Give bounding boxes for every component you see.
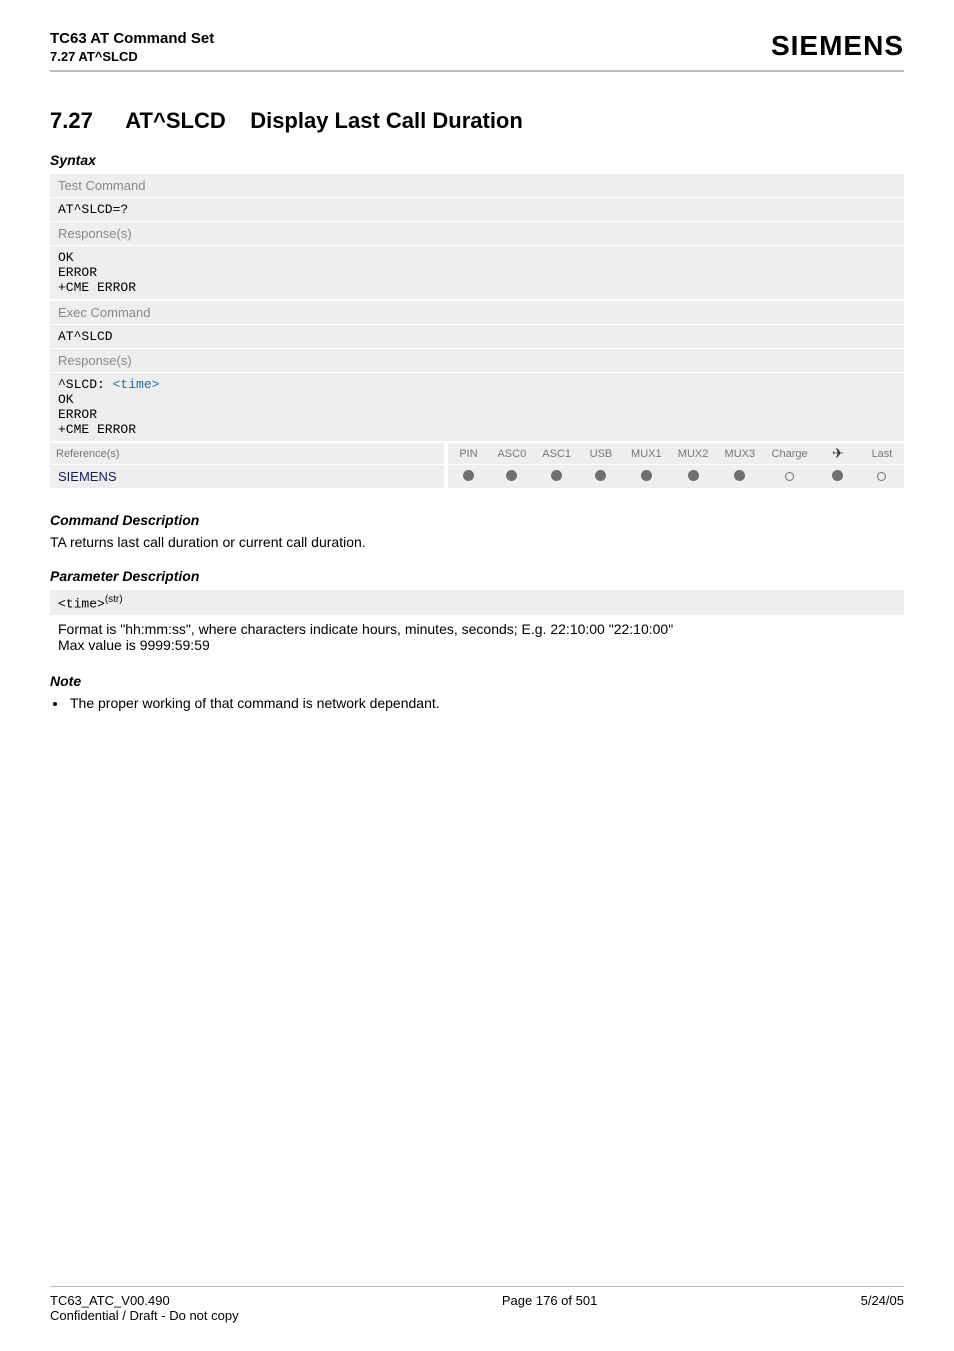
response-line: ERROR: [58, 265, 896, 280]
reference-table: Reference(s) PIN ASC0 ASC1 USB MUX1 MUX2…: [50, 443, 904, 489]
parameter-description-heading: Parameter Description: [50, 568, 904, 584]
exec-command-text: AT^SLCD: [50, 325, 904, 349]
parameter-name-box: <time>(str): [50, 590, 904, 615]
syntax-heading: Syntax: [50, 152, 904, 168]
exec-command-label: Exec Command: [50, 300, 904, 325]
parameter-type: (str): [105, 594, 123, 605]
response-line: ERROR: [58, 407, 896, 422]
header-divider: [50, 70, 904, 72]
section-title-text: Display Last Call Duration: [250, 108, 523, 133]
dot-filled-icon: [506, 470, 517, 481]
test-response-label: Response(s): [50, 222, 904, 246]
dot-charge: [763, 465, 816, 489]
header-left: TC63 AT Command Set 7.27 AT^SLCD: [50, 30, 214, 64]
exec-response-label: Response(s): [50, 349, 904, 373]
page-footer: TC63_ATC_V00.490 Confidential / Draft - …: [50, 1286, 904, 1323]
col-usb: USB: [579, 443, 623, 465]
col-pin: PIN: [446, 443, 490, 465]
dot-filled-icon: [595, 470, 606, 481]
dot-mux2: [670, 465, 717, 489]
note-heading: Note: [50, 673, 904, 689]
note-item: The proper working of that command is ne…: [68, 695, 904, 711]
section-heading: 7.27 AT^SLCD Display Last Call Duration: [50, 108, 904, 134]
section-command: AT^SLCD: [125, 108, 225, 133]
airplane-icon: ✈: [816, 443, 860, 465]
response-line: +CME ERROR: [58, 422, 896, 437]
footer-left: TC63_ATC_V00.490 Confidential / Draft - …: [50, 1293, 239, 1323]
dot-mux1: [623, 465, 670, 489]
dot-filled-icon: [641, 470, 652, 481]
col-asc0: ASC0: [489, 443, 534, 465]
reference-value: SIEMENS: [50, 465, 446, 489]
command-description-text: TA returns last call duration or current…: [50, 534, 904, 550]
dot-usb: [579, 465, 623, 489]
section-number: 7.27: [50, 108, 120, 134]
dot-airplane: [816, 465, 860, 489]
test-response-lines: OK ERROR +CME ERROR: [50, 246, 904, 301]
dot-hollow-icon: [785, 472, 794, 481]
dot-filled-icon: [551, 470, 562, 481]
command-description-heading: Command Description: [50, 512, 904, 528]
footer-version: TC63_ATC_V00.490: [50, 1293, 239, 1308]
dot-last: [860, 465, 904, 489]
response-line: ^SLCD: <time>: [58, 377, 896, 392]
brand-logo: SIEMENS: [771, 30, 904, 62]
dot-asc1: [534, 465, 579, 489]
col-mux2: MUX2: [670, 443, 717, 465]
doc-title: TC63 AT Command Set: [50, 30, 214, 47]
col-mux1: MUX1: [623, 443, 670, 465]
page-header: TC63 AT Command Set 7.27 AT^SLCD SIEMENS: [50, 30, 904, 64]
parameter-desc-line: Max value is 9999:59:59: [58, 637, 896, 653]
col-last: Last: [860, 443, 904, 465]
col-charge: Charge: [763, 443, 816, 465]
dot-filled-icon: [832, 470, 843, 481]
parameter-name: <time>: [58, 596, 105, 611]
reference-label: Reference(s): [50, 443, 446, 465]
test-command-text: AT^SLCD=?: [50, 198, 904, 222]
syntax-table: Test Command AT^SLCD=? Response(s) OK ER…: [50, 174, 904, 490]
exec-response-lines: ^SLCD: <time> OK ERROR +CME ERROR: [50, 373, 904, 443]
response-prefix: ^SLCD:: [58, 377, 113, 392]
parameter-desc: Format is "hh:mm:ss", where characters i…: [50, 619, 904, 659]
dot-mux3: [716, 465, 763, 489]
response-line: OK: [58, 250, 896, 265]
footer-page: Page 176 of 501: [502, 1293, 597, 1323]
time-param-link[interactable]: <time>: [113, 377, 160, 392]
dot-hollow-icon: [877, 472, 886, 481]
response-line: OK: [58, 392, 896, 407]
response-line: +CME ERROR: [58, 280, 896, 295]
footer-confidential: Confidential / Draft - Do not copy: [50, 1308, 239, 1323]
test-command-label: Test Command: [50, 174, 904, 198]
footer-date: 5/24/05: [861, 1293, 904, 1323]
doc-section: 7.27 AT^SLCD: [50, 49, 214, 64]
dot-asc0: [489, 465, 534, 489]
col-mux3: MUX3: [716, 443, 763, 465]
dot-filled-icon: [688, 470, 699, 481]
dot-pin: [446, 465, 490, 489]
dot-filled-icon: [463, 470, 474, 481]
note-list: The proper working of that command is ne…: [54, 695, 904, 711]
col-asc1: ASC1: [534, 443, 579, 465]
dot-filled-icon: [734, 470, 745, 481]
parameter-desc-line: Format is "hh:mm:ss", where characters i…: [58, 621, 896, 637]
